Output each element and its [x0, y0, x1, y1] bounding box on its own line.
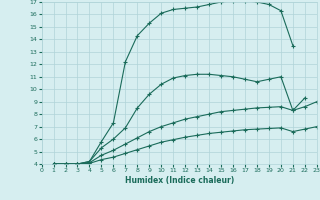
X-axis label: Humidex (Indice chaleur): Humidex (Indice chaleur)	[124, 176, 234, 185]
